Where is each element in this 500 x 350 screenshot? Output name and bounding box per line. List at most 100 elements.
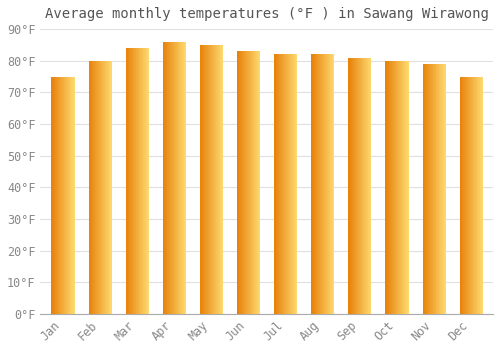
Bar	[292, 54, 294, 314]
Bar	[178, 42, 179, 314]
Bar	[277, 54, 278, 314]
Bar	[93, 61, 94, 314]
Bar	[98, 61, 100, 314]
Bar	[280, 54, 281, 314]
Bar	[134, 48, 135, 314]
Bar	[322, 54, 324, 314]
Bar	[163, 42, 164, 314]
Bar	[286, 54, 287, 314]
Bar	[314, 54, 315, 314]
Bar	[107, 61, 108, 314]
Bar	[66, 77, 67, 314]
Bar	[369, 57, 370, 314]
Bar	[100, 61, 101, 314]
Bar	[135, 48, 136, 314]
Bar	[166, 42, 168, 314]
Bar	[315, 54, 316, 314]
Bar	[465, 77, 466, 314]
Bar	[474, 77, 475, 314]
Bar	[478, 77, 479, 314]
Bar	[171, 42, 172, 314]
Bar	[181, 42, 182, 314]
Bar	[237, 51, 238, 314]
Bar	[243, 51, 244, 314]
Bar	[402, 61, 403, 314]
Bar	[357, 57, 358, 314]
Bar	[63, 77, 64, 314]
Bar	[200, 45, 202, 314]
Bar	[471, 77, 472, 314]
Bar	[331, 54, 332, 314]
Bar	[209, 45, 210, 314]
Bar	[438, 64, 440, 314]
Bar	[169, 42, 170, 314]
Bar	[257, 51, 258, 314]
Bar	[461, 77, 462, 314]
Bar	[176, 42, 178, 314]
Bar	[136, 48, 137, 314]
Bar	[391, 61, 392, 314]
Bar	[106, 61, 107, 314]
Bar	[220, 45, 222, 314]
Bar	[288, 54, 290, 314]
Bar	[324, 54, 325, 314]
Bar	[469, 77, 470, 314]
Bar	[90, 61, 91, 314]
Bar	[258, 51, 260, 314]
Bar	[427, 64, 428, 314]
Bar	[403, 61, 404, 314]
Bar	[312, 54, 314, 314]
Bar	[251, 51, 252, 314]
Bar	[320, 54, 321, 314]
Bar	[275, 54, 276, 314]
Bar	[393, 61, 394, 314]
Bar	[284, 54, 285, 314]
Bar	[68, 77, 69, 314]
Bar	[444, 64, 445, 314]
Bar	[214, 45, 216, 314]
Bar	[62, 77, 63, 314]
Bar	[481, 77, 482, 314]
Bar	[208, 45, 209, 314]
Bar	[332, 54, 334, 314]
Bar	[353, 57, 354, 314]
Bar	[407, 61, 408, 314]
Bar	[241, 51, 242, 314]
Bar	[70, 77, 72, 314]
Bar	[445, 64, 446, 314]
Bar	[213, 45, 214, 314]
Bar	[126, 48, 127, 314]
Bar	[168, 42, 169, 314]
Bar	[460, 77, 461, 314]
Bar	[431, 64, 432, 314]
Bar	[400, 61, 401, 314]
Bar	[278, 54, 280, 314]
Bar	[111, 61, 112, 314]
Bar	[58, 77, 59, 314]
Bar	[217, 45, 218, 314]
Bar	[464, 77, 465, 314]
Bar	[54, 77, 56, 314]
Bar	[180, 42, 181, 314]
Bar	[172, 42, 173, 314]
Bar	[390, 61, 391, 314]
Bar	[294, 54, 295, 314]
Bar	[442, 64, 444, 314]
Bar	[182, 42, 183, 314]
Bar	[432, 64, 434, 314]
Bar	[179, 42, 180, 314]
Bar	[425, 64, 426, 314]
Bar	[436, 64, 437, 314]
Bar	[354, 57, 356, 314]
Bar	[398, 61, 400, 314]
Bar	[250, 51, 251, 314]
Bar	[366, 57, 367, 314]
Bar	[281, 54, 282, 314]
Bar	[244, 51, 246, 314]
Bar	[322, 54, 323, 314]
Bar	[318, 54, 319, 314]
Bar	[468, 77, 469, 314]
Bar	[328, 54, 329, 314]
Bar	[127, 48, 128, 314]
Bar	[256, 51, 257, 314]
